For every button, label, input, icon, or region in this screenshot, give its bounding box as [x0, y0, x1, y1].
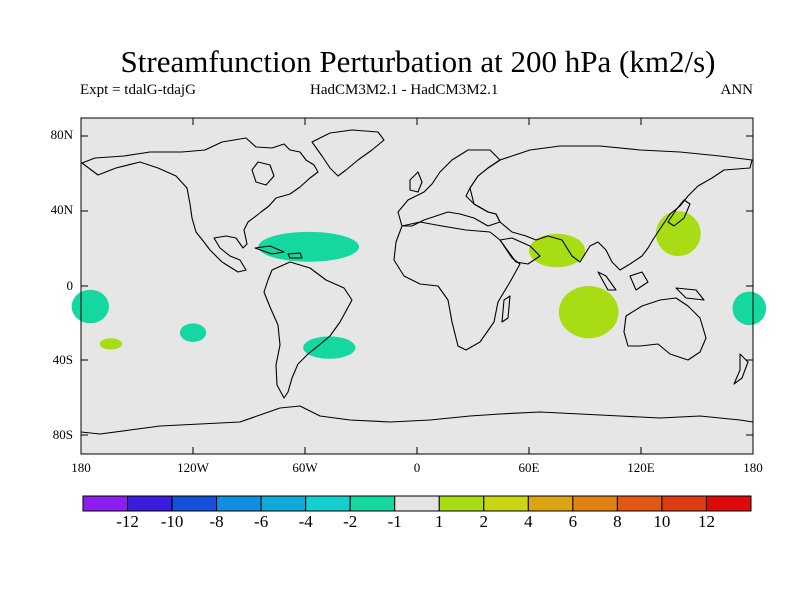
cuba-coast	[254, 245, 285, 255]
anomaly-caribbean-atlantic-low	[258, 231, 360, 262]
colorbar-label: 2	[479, 512, 489, 531]
madagascar-coast	[501, 295, 511, 323]
colorbar-swatch	[216, 495, 262, 512]
colorbar-label: -12	[116, 512, 139, 531]
arabia-coast	[499, 237, 541, 265]
sumatra-coast	[597, 271, 617, 291]
anomaly-tropical-pacific-west-low	[71, 289, 110, 324]
hispaniola-coast	[287, 252, 303, 259]
europe-coast	[397, 149, 501, 227]
anomaly-south-pacific-low	[179, 323, 207, 343]
colorbar-swatch	[572, 495, 618, 512]
colorbar-swatch	[171, 495, 218, 512]
anomaly-india-high	[529, 233, 585, 268]
anomaly-date-line-low	[732, 291, 767, 326]
colorbar-label: 8	[613, 512, 622, 531]
new-guinea-coast	[675, 287, 705, 301]
new-zealand-coast	[733, 353, 749, 385]
colorbar-swatch	[483, 495, 529, 512]
colorbar-swatch	[82, 495, 129, 512]
lat-tick-label: 0	[66, 278, 74, 293]
lat-tick-label: 40S	[52, 352, 73, 367]
anomaly-layer	[71, 211, 767, 359]
colorbar-swatch	[661, 495, 707, 512]
axis-ticks	[81, 118, 753, 454]
season-label: ANN	[720, 82, 754, 98]
north-america-coast	[81, 137, 319, 273]
anomaly-south-atlantic-low	[303, 336, 356, 359]
colorbar-swatch	[349, 495, 396, 512]
colorbar-label: -10	[160, 512, 184, 531]
lat-tick-label: 40N	[50, 202, 73, 217]
greenland-coast	[311, 129, 385, 177]
colorbar-swatch	[705, 495, 752, 512]
hudson-bay-coast	[251, 161, 275, 186]
anomaly-indian-ocean-high	[558, 286, 619, 339]
colorbar-swatch	[527, 495, 574, 512]
lon-tick-label: 120E	[627, 460, 655, 475]
australia-coast	[623, 297, 707, 361]
colorbar-swatch	[127, 495, 173, 512]
colorbar-label: -6	[254, 512, 269, 531]
colorbar-swatch	[394, 495, 440, 512]
colorbar-label: 6	[568, 512, 578, 531]
japan-coast	[667, 199, 691, 227]
africa-coast	[393, 221, 521, 351]
map-background	[81, 118, 753, 454]
colorbar-swatch	[260, 495, 307, 512]
lon-tick-label: 180	[743, 460, 763, 475]
chart-title: Streamfunction Perturbation at 200 hPa (…	[120, 44, 716, 79]
lon-tick-label: 0	[413, 460, 421, 475]
model-label: HadCM3M2.1 - HadCM3M2.1	[310, 82, 499, 98]
colorbar-label: 1	[435, 512, 444, 531]
anomaly-japan-high	[655, 211, 701, 257]
lon-tick-label: 120W	[177, 460, 209, 475]
colorbar	[82, 495, 752, 512]
experiment-label: Expt = tdalG-tdajG	[80, 82, 196, 98]
colorbar-label: -1	[387, 512, 402, 531]
lon-tick-label: 60W	[292, 460, 318, 475]
uk-coast	[409, 171, 423, 193]
colorbar-label: 12	[697, 512, 715, 531]
colorbar-label: 4	[524, 512, 533, 531]
lat-tick-label: 80N	[50, 127, 73, 142]
borneo-coast	[629, 271, 649, 291]
colorbar-label: -2	[343, 512, 358, 531]
colorbar-swatch	[305, 495, 351, 512]
coastlines	[80, 129, 754, 435]
colorbar-label: 10	[653, 512, 671, 531]
anomaly-south-pacific-small-high	[99, 338, 123, 350]
asia-coast	[469, 145, 753, 271]
lon-tick-label: 180	[71, 460, 91, 475]
antarctica-coast	[80, 405, 754, 435]
lat-tick-label: 80S	[52, 427, 73, 442]
lon-tick-label: 60E	[518, 460, 540, 475]
colorbar-label: -8	[209, 512, 224, 531]
colorbar-swatch	[438, 495, 485, 512]
colorbar-label: -4	[298, 512, 313, 531]
colorbar-swatch	[616, 495, 663, 512]
south-america-coast	[263, 261, 353, 399]
